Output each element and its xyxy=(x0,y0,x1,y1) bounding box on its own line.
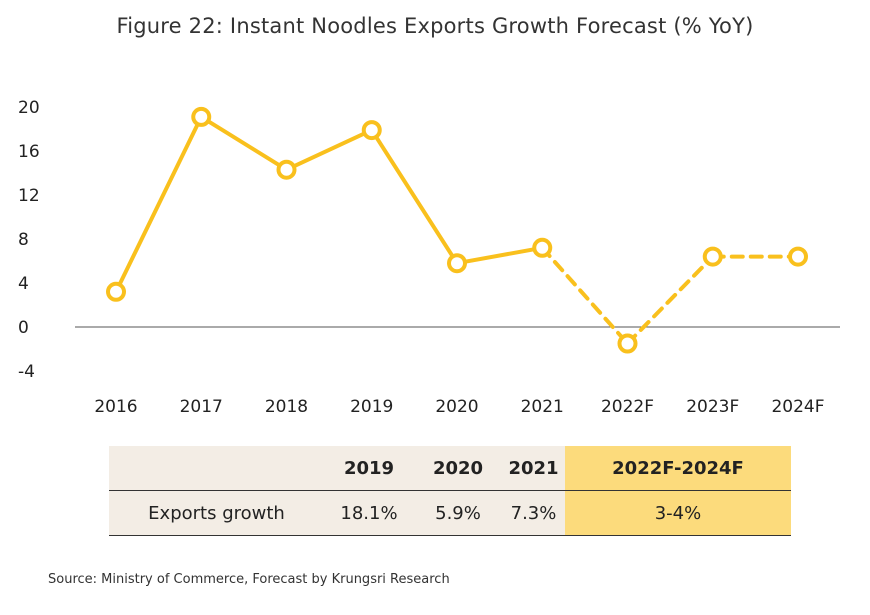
data-point xyxy=(276,159,297,180)
summary-table: 2019 2020 2021 2022F-2024F Exports growt… xyxy=(109,446,791,536)
table-row-label: Exports growth xyxy=(109,490,324,536)
x-tick-label: 2017 xyxy=(180,397,223,417)
y-tick-label: 16 xyxy=(18,142,40,162)
data-point xyxy=(191,106,212,127)
table-header-cell xyxy=(109,446,324,491)
actual-line-segment xyxy=(114,114,204,294)
x-tick-label: 2024F xyxy=(771,397,824,417)
data-point xyxy=(788,246,808,267)
y-tick-label: 4 xyxy=(18,274,29,294)
data-point xyxy=(532,237,553,258)
table-cell-forecast: 3-4% xyxy=(565,490,791,536)
x-axis-ticks: 2016 2017 2018 2019 2020 2021 2022F 2023F 2024F xyxy=(94,397,824,417)
data-point xyxy=(106,281,126,302)
table-header-cell-forecast: 2022F-2024F xyxy=(565,446,791,491)
series-lines xyxy=(114,114,800,346)
y-tick-label: 8 xyxy=(18,230,29,250)
y-tick-label: 12 xyxy=(18,186,40,206)
x-tick-label: 2018 xyxy=(265,397,308,417)
table-row: Exports growth 18.1% 5.9% 7.3% 3-4% xyxy=(109,490,791,536)
series-points xyxy=(106,106,808,354)
chart-title: Figure 22: Instant Noodles Exports Growt… xyxy=(116,14,754,38)
data-point xyxy=(361,120,382,141)
source-note: Source: Ministry of Commerce, Forecast b… xyxy=(48,572,450,587)
y-tick-label: 20 xyxy=(18,98,40,118)
x-tick-label: 2022F xyxy=(601,397,654,417)
x-tick-label: 2023F xyxy=(686,397,739,417)
y-tick-label: 0 xyxy=(18,318,29,338)
table-header-cell: 2019 xyxy=(324,446,414,491)
actual-line-segment xyxy=(199,114,289,172)
y-axis-ticks: 20 16 12 8 4 0 -4 xyxy=(18,98,40,382)
x-tick-label: 2020 xyxy=(435,397,478,417)
forecast-line-segment xyxy=(540,245,630,346)
actual-line-segment xyxy=(455,245,545,266)
data-point xyxy=(702,246,723,267)
data-point xyxy=(617,333,638,354)
y-tick-label: -4 xyxy=(18,362,35,382)
x-tick-label: 2016 xyxy=(94,397,137,417)
data-point xyxy=(447,253,467,274)
x-tick-label: 2021 xyxy=(521,397,564,417)
actual-line-segment xyxy=(369,128,459,266)
table-header-cell: 2020 xyxy=(414,446,502,491)
forecast-line-segment xyxy=(625,254,715,346)
table-cell: 5.9% xyxy=(414,490,502,536)
table-cell: 7.3% xyxy=(502,490,565,536)
actual-line-segment xyxy=(284,128,374,172)
table-cell: 18.1% xyxy=(324,490,414,536)
table-header-row: 2019 2020 2021 2022F-2024F xyxy=(109,446,791,491)
x-tick-label: 2019 xyxy=(350,397,393,417)
table-header-cell: 2021 xyxy=(502,446,565,491)
